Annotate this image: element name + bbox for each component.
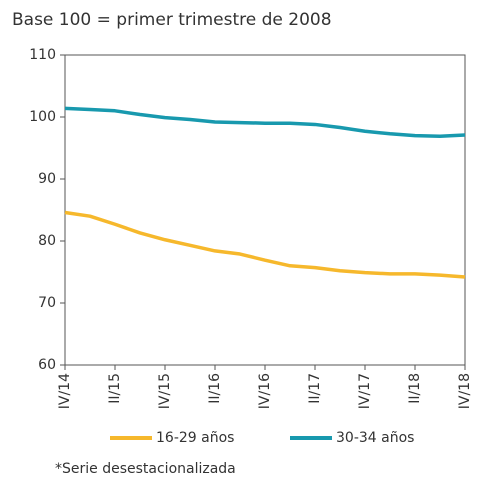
x-tick-label: II/16 [207, 373, 223, 404]
line-series [64, 106, 466, 138]
x-tick-label: IV/15 [157, 373, 173, 409]
x-tick-label: II/18 [407, 373, 423, 404]
legend-label: 16-29 años [156, 430, 234, 446]
plot-frame [64, 54, 466, 366]
line-series [64, 210, 466, 279]
legend-label: 30-34 años [336, 430, 414, 446]
y-tick-label: 100 [29, 109, 56, 125]
y-tick-label: 80 [38, 233, 56, 249]
x-tick-label: II/15 [107, 373, 123, 404]
x-tick-label: IV/16 [257, 373, 273, 409]
x-tick-label: IV/14 [57, 373, 73, 409]
chart-title: Base 100 = primer trimestre de 2008 [12, 10, 332, 30]
y-tick-label: 70 [38, 295, 56, 311]
footnote: *Serie desestacionalizada [55, 461, 236, 477]
x-tick-label: IV/17 [357, 373, 373, 409]
x-tick-label: IV/18 [457, 373, 473, 409]
y-tick-label: 60 [38, 357, 56, 373]
y-tick-label: 90 [38, 171, 56, 187]
y-tick-label: 110 [29, 47, 56, 63]
x-tick-label: II/17 [307, 373, 323, 404]
